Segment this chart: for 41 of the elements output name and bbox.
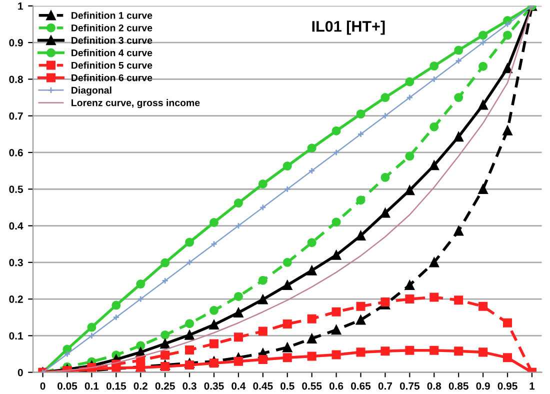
x-tick-label: 0.15 — [106, 382, 126, 390]
y-tick-label: 1 — [18, 2, 23, 10]
y-tick-label: 0.5 — [9, 186, 23, 193]
text: IL01 [HT+] — [312, 20, 385, 35]
legend-label: Definition 3 curve — [72, 36, 152, 44]
x-tick-label: 0.8 — [427, 382, 442, 390]
y-tick-label: 0 — [18, 368, 23, 376]
legend-label: Definition 4 curve — [72, 49, 152, 56]
legend-label: Lorenz curve, gross income — [72, 99, 200, 108]
legend-label: Definition 6 curve — [72, 74, 152, 82]
y-tick-label: 0.9 — [9, 39, 23, 46]
legend-label: Definition 5 curve — [72, 62, 152, 69]
x-tick-label: 0.6 — [329, 382, 344, 390]
x-tick-label: 0.95 — [498, 382, 518, 390]
x-tick-label: 0.4 — [232, 382, 246, 390]
y-tick-label: 0.2 — [9, 296, 23, 303]
x-tick-label: 1 — [530, 382, 535, 390]
legend-label: Diagonal — [72, 86, 112, 96]
x-tick-label: 0.7 — [378, 382, 392, 390]
x-tick-label: 0.75 — [400, 382, 420, 390]
x-tick-label: 0.35 — [204, 382, 224, 390]
y-tick-label: 0.8 — [9, 76, 23, 84]
x-tick-label: 0.85 — [448, 382, 468, 390]
y-tick-label: 0.3 — [9, 258, 23, 266]
legend-label: Definition 2 curve — [72, 24, 152, 32]
x-tick-label: 0.25 — [155, 382, 175, 390]
legend-label: Definition 1 curve — [72, 12, 152, 19]
x-tick-label: 0.55 — [302, 382, 322, 390]
x-tick-label: 0.2 — [134, 382, 148, 390]
x-tick-label: 0.45 — [253, 382, 273, 390]
y-tick-label: 0.1 — [9, 332, 23, 340]
x-tick-label: 0.3 — [182, 382, 196, 390]
x-tick-label: 0.1 — [84, 382, 99, 390]
y-tick-label: 0.4 — [9, 222, 24, 230]
x-tick-label: 0.9 — [476, 382, 490, 390]
x-tick-label: 0.05 — [58, 382, 78, 390]
x-tick-label: 0 — [40, 382, 46, 390]
y-tick-label: 0.7 — [9, 112, 23, 120]
x-tick-label: 0.5 — [280, 382, 294, 390]
x-tick-label: 0.65 — [351, 382, 371, 390]
y-tick-label: 0.6 — [9, 148, 23, 156]
